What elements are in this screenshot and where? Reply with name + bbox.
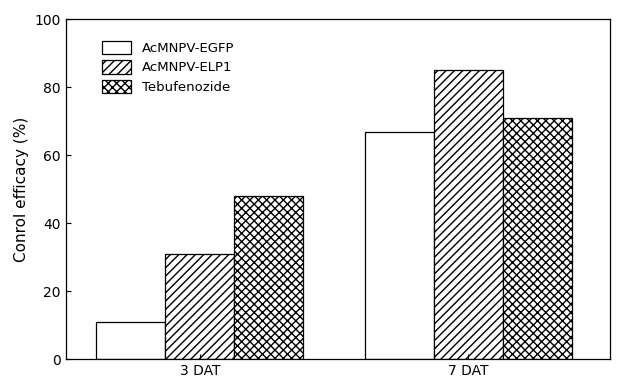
Bar bbox=[235, 196, 303, 359]
Bar bbox=[503, 118, 572, 359]
Bar bbox=[165, 254, 235, 359]
Legend: AcMNPV-EGFP, AcMNPV-ELP1, Tebufenozide: AcMNPV-EGFP, AcMNPV-ELP1, Tebufenozide bbox=[94, 33, 242, 102]
Y-axis label: Conrol efficacy (%): Conrol efficacy (%) bbox=[14, 117, 29, 262]
Bar bbox=[96, 322, 165, 359]
Bar bbox=[434, 71, 503, 359]
Bar bbox=[365, 132, 434, 359]
